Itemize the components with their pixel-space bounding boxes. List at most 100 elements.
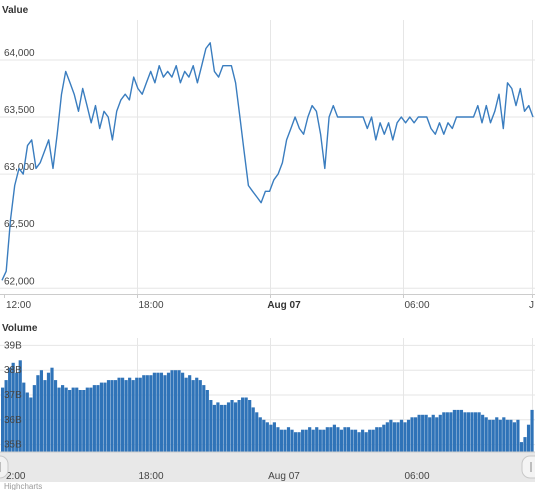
volume-bar [166,372,171,452]
volume-bar [230,400,234,452]
volume-bar [57,387,61,452]
volume-bar [495,417,499,452]
volume-bar [466,412,471,452]
volume-bar [308,427,312,452]
volume-bar [325,427,329,452]
volume-bar [117,377,121,452]
volume-bar [346,427,351,452]
volume-bar [85,387,89,452]
volume-bar [509,419,513,452]
scroll-left-icon[interactable] [0,455,9,479]
volume-bar [29,397,33,452]
volume-axis-label: Volume [2,323,38,334]
price-xtick-label: Aug 07 [267,300,301,311]
price-series [1,42,534,281]
volume-bar [135,377,139,452]
volume-ytick-label: 38B [4,365,22,376]
price-x-ticks: 12:00 18:00 Aug 07 06:00 J [4,294,534,311]
volume-bar [516,419,520,452]
volume-bar [75,387,79,452]
volume-bar [491,419,495,452]
volume-bar [1,387,5,452]
volume-bar [371,429,375,452]
volume-bar [519,442,524,452]
volume-bar [8,367,12,452]
volume-bar [272,422,276,452]
volume-bar [219,404,224,452]
price-ytick-label: 64,000 [4,48,35,59]
volume-bar [343,427,347,452]
volume-bar [188,375,192,452]
price-ytick-label: 62,000 [4,276,35,287]
volume-ytick-label: 37B [4,390,22,401]
volume-bar [152,372,156,452]
volume-bar [216,402,220,452]
volume-bar [403,422,407,452]
scroll-right-icon[interactable] [521,455,535,479]
price-ytick-label: 63,000 [4,162,35,173]
volume-bar [258,417,262,452]
volume-bar [339,429,344,452]
navigator-x-ticks: 2:00 18:00 Aug 07 06:00 [6,471,430,482]
volume-bar [368,429,372,452]
volume-bar [145,375,149,452]
volume-bar [262,419,266,452]
price-xtick-label: 06:00 [404,300,429,311]
volume-bar [53,380,58,452]
volume-bar [329,427,333,452]
volume-bar [470,412,474,452]
volume-bar [22,382,26,452]
volume-bar [110,380,114,452]
volume-bar [163,375,167,452]
volume-bar [212,404,216,452]
volume-bar [121,377,125,452]
volume-bar [113,380,118,452]
volume-bar [99,382,104,452]
volume-bar [417,414,421,452]
volume-bar [78,390,82,452]
volume-bar [406,419,411,452]
volume-bar [181,372,185,452]
volume-bar [301,429,305,452]
volume-bar [71,387,75,452]
volume-bar [523,437,527,452]
volume-bar [364,432,368,452]
volume-bar [103,382,107,452]
volume-bar [68,390,72,452]
volume-bar [15,372,19,452]
volume-bar [322,429,326,452]
volume-bar [488,419,492,452]
volume-bar [61,385,65,452]
volume-bar [293,432,298,452]
volume-bar [173,370,178,452]
price-xtick-label: 12:00 [6,300,31,311]
volume-y-ticks: 35B 36B 37B 38B 39B [4,340,22,450]
volume-bar [276,427,280,452]
volume-bar [283,429,287,452]
volume-bar [512,422,516,452]
volume-bar [442,412,446,452]
volume-bar [290,429,294,452]
volume-bar [505,419,509,452]
price-ytick-label: 62,500 [4,219,35,230]
volume-bar [156,372,160,452]
volume-bar [209,400,213,452]
volume-bar [124,380,128,452]
volume-bar [244,397,248,452]
chart-credit: Highcharts [4,482,42,490]
navigator-scrollbar-track[interactable] [0,452,535,482]
volume-ytick-label: 36B [4,415,22,426]
price-xtick-label: J [529,300,534,311]
volume-bar [226,402,231,452]
volume-bar [389,419,393,452]
volume-bar [392,422,396,452]
volume-bar [18,360,22,452]
volume-gridlines [0,338,535,452]
volume-bar [233,402,238,452]
volume-bar [92,385,96,452]
volume-bar [304,429,308,452]
volume-bar [438,414,442,452]
volume-bar [361,429,365,452]
volume-bar [286,427,291,452]
volume-bar [241,397,245,452]
